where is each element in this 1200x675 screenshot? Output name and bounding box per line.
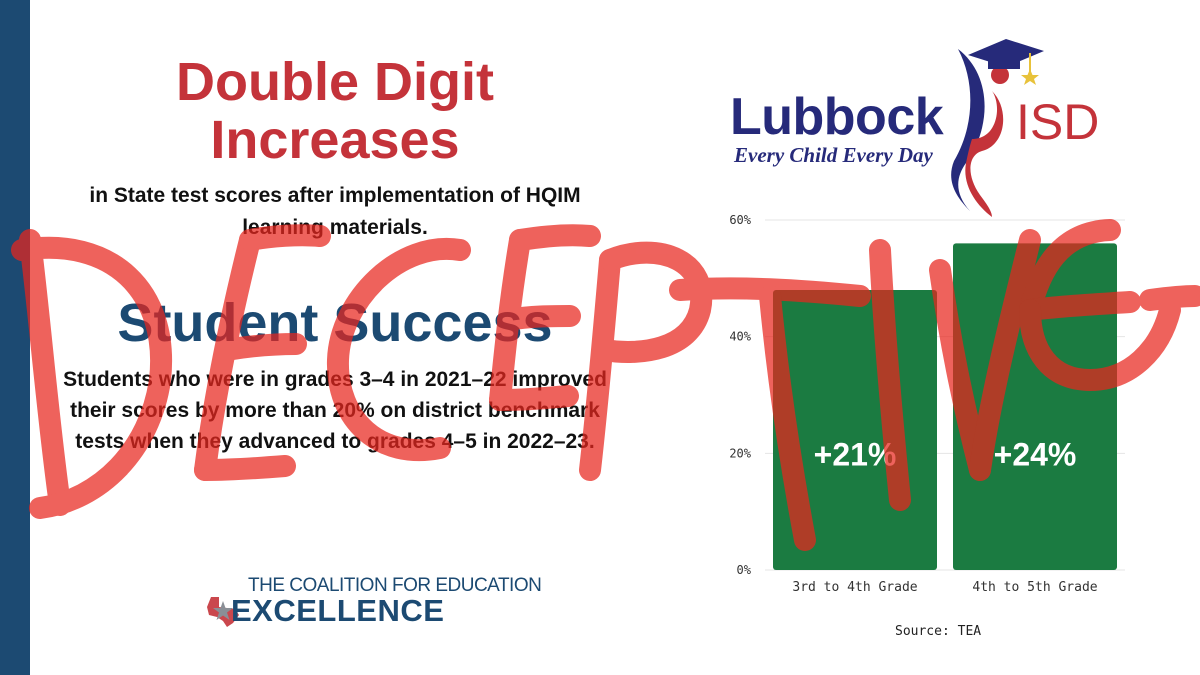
texas-star-icon <box>207 597 239 627</box>
x-tick-label: 4th to 5th Grade <box>972 580 1097 595</box>
coalition-logo-top-text: THE COALITION FOR EDUCATION <box>248 575 542 596</box>
sidebar-stripe <box>0 0 30 675</box>
bar-chart: 0% 20% 40% 60% +21% 3rd to 4th Grade +24% 4th t… <box>730 213 1125 595</box>
headline-line-2: Increases <box>210 110 460 170</box>
coalition-logo-bottom-text: EXCELLENCE <box>231 593 445 628</box>
y-tick-label: 20% <box>730 446 752 460</box>
bar-data-label: +24% <box>994 436 1077 472</box>
coalition-logo: THE COALITION FOR EDUCATION EXCELLENCE <box>205 575 542 635</box>
section-body: Students who were in grades 3–4 in 2021–… <box>63 368 607 453</box>
graduate-figure-icon <box>951 39 1044 217</box>
y-tick-label: 60% <box>730 213 752 227</box>
subhead: in State test scores after implementatio… <box>89 184 581 239</box>
lubbock-logo-isd: ISD <box>1016 94 1100 150</box>
section-title: Student Success <box>117 293 553 353</box>
headline-line-1: Double Digit <box>176 52 494 112</box>
lubbock-logo-name: Lubbock <box>730 88 944 146</box>
y-tick-label: 40% <box>730 330 752 344</box>
lubbock-isd-logo: Lubbock ISD Every Child Every Day <box>730 35 1110 225</box>
bar <box>953 243 1117 571</box>
bar-data-label: +21% <box>814 436 897 472</box>
source-note: Source: TEA <box>895 624 982 639</box>
x-tick-label: 3rd to 4th Grade <box>792 580 917 595</box>
lubbock-logo-tagline: Every Child Every Day <box>734 143 933 167</box>
bar <box>773 290 937 570</box>
y-tick-label: 0% <box>737 563 752 577</box>
